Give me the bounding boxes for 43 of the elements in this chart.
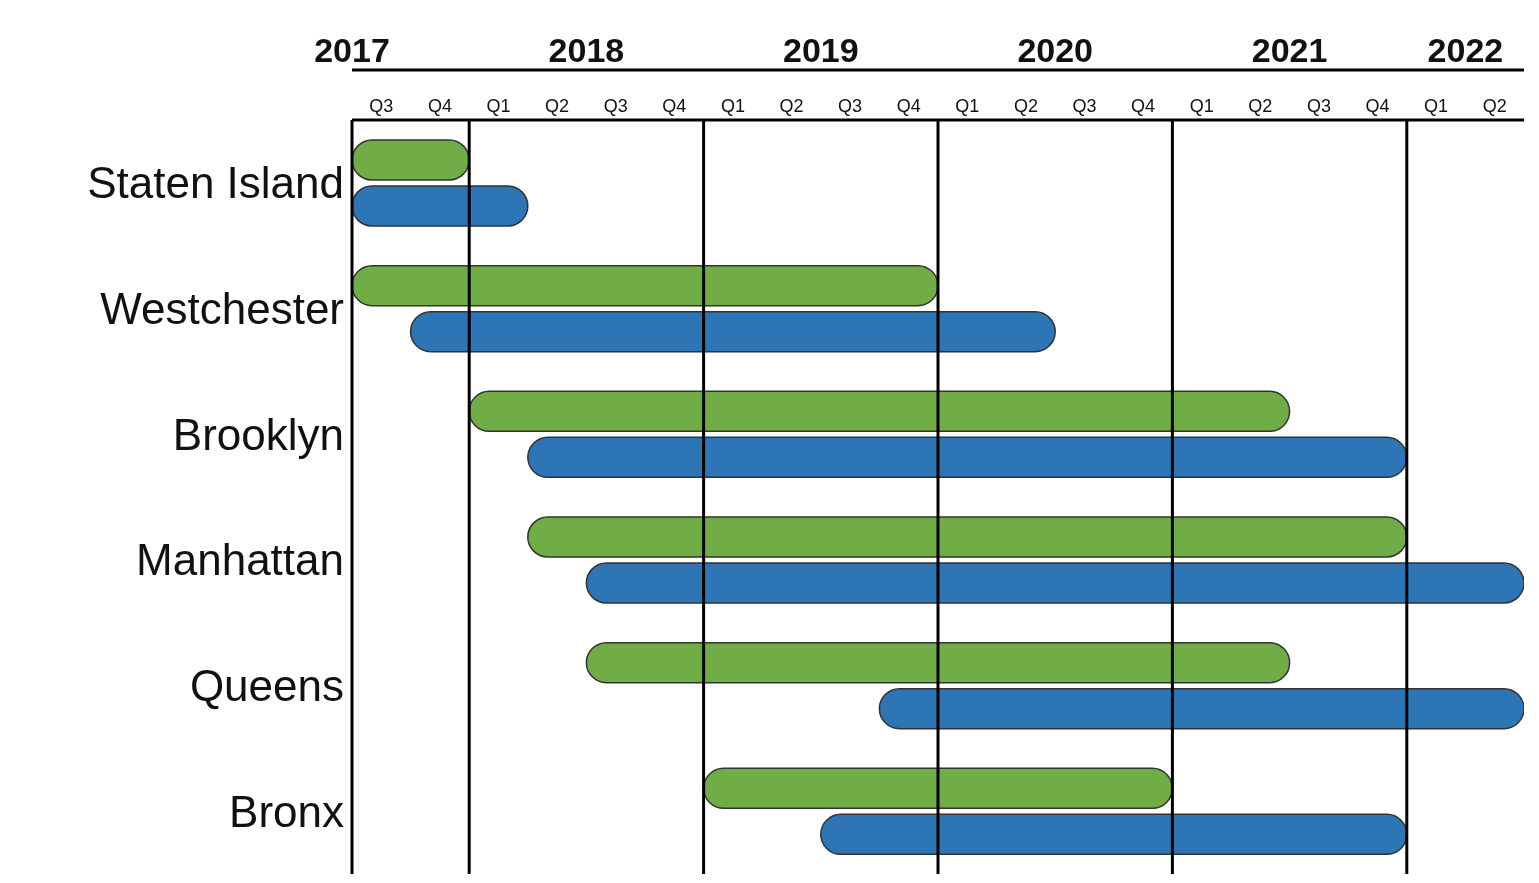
bar [409, 310, 1056, 353]
text: Q3 [603, 96, 628, 116]
bar [878, 687, 1524, 730]
text: Q2 [1013, 96, 1038, 116]
x-tick-label: 2018 [548, 31, 625, 69]
x-tick-label: 2022 [1427, 31, 1504, 69]
x-tick-label: 2021 [1251, 31, 1328, 69]
x-tick-label: 2019 [782, 31, 859, 69]
text: Q4 [662, 96, 687, 116]
text: Q4 [1131, 96, 1156, 116]
bar [352, 264, 939, 307]
text: Q1 [486, 96, 511, 116]
bar [585, 641, 1291, 684]
bar [468, 390, 1291, 433]
text: Q4 [427, 96, 452, 116]
text: Q2 [1248, 96, 1273, 116]
text: Q3 [369, 96, 394, 116]
text: Q3 [838, 96, 863, 116]
x-tick-label: 2017 [314, 31, 390, 69]
y-tick-label: Staten Island [87, 158, 344, 208]
bar [702, 767, 1174, 810]
text: Q3 [1072, 96, 1097, 116]
y-tick-label: Queens [189, 661, 344, 711]
text: Q1 [720, 96, 745, 116]
y-tick-label: Westchester [100, 284, 344, 334]
bar [585, 562, 1524, 604]
text: Q2 [779, 96, 804, 116]
text: Q3 [1306, 96, 1331, 116]
text: Q1 [1189, 96, 1214, 116]
text: Q2 [545, 96, 570, 116]
x-tick-label: 2020 [1017, 31, 1094, 69]
y-tick-label: Manhattan [136, 535, 344, 585]
bar [820, 813, 1408, 856]
text: Q4 [896, 96, 921, 116]
text: Q4 [1365, 96, 1390, 116]
text: Q2 [1482, 96, 1507, 116]
bar [527, 436, 1408, 479]
bar [527, 516, 1408, 558]
y-tick-label: Bronx [229, 786, 344, 836]
text: Q1 [1424, 96, 1449, 116]
text: Q1 [955, 96, 980, 116]
bar [352, 185, 529, 227]
y-tick-label: Brooklyn [172, 409, 344, 459]
